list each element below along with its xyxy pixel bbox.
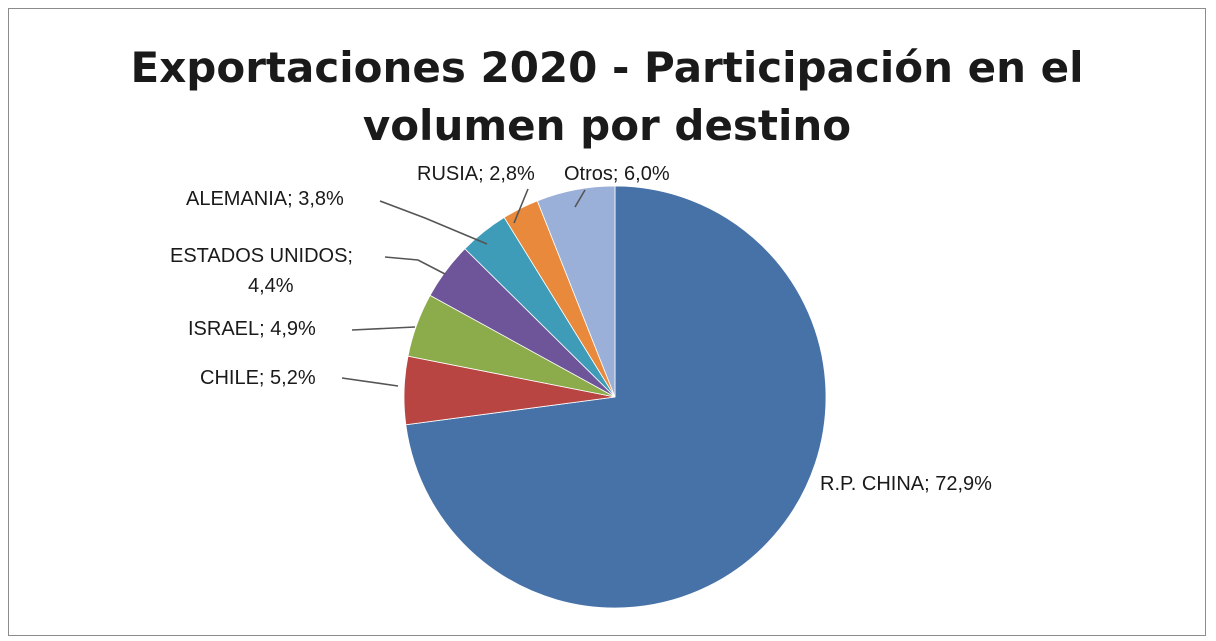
leader-line-chile [341,377,399,387]
pie-slice-otros [536,185,616,398]
leader-line-estados-unidos [384,256,446,275]
pie-slice-r-p-china [405,185,827,609]
leader-line-otros [574,189,586,208]
chart-title: Exportaciones 2020 - Participación en el… [9,39,1205,155]
data-label-otros: Otros; 6,0% [564,163,670,185]
leader-line-israel [351,326,416,331]
data-label-r-p-china: R.P. CHINA; 72,9% [820,473,992,495]
leader-line-alemania [379,200,488,245]
data-label-chile: CHILE; 5,2% [200,367,316,389]
data-label-alemania: ALEMANIA; 3,8% [186,188,344,210]
chart-title-line-2: volumen por destino [362,101,852,150]
data-label-israel: ISRAEL; 4,9% [188,318,316,340]
data-label-estados-unidos-line-1: ESTADOS UNIDOS; [170,245,353,267]
data-label-rusia: RUSIA; 2,8% [417,163,535,185]
leader-line-rusia [513,188,529,224]
data-label-estados-unidos-line-2: 4,4% [248,275,294,297]
chart-title-line-1: Exportaciones 2020 - Participación en el [130,43,1084,92]
